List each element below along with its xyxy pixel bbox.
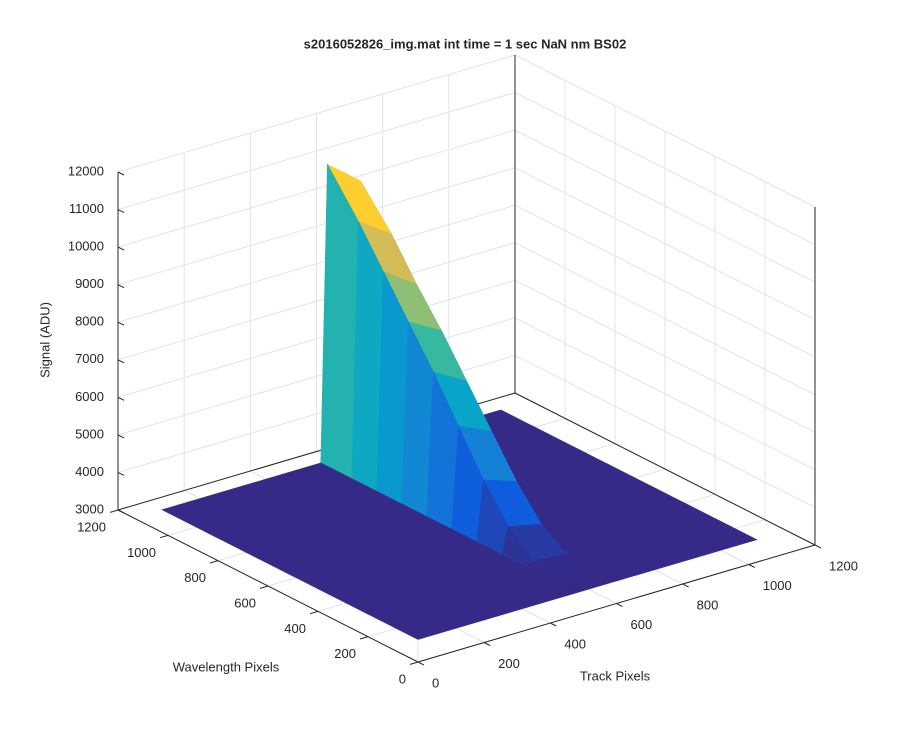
grid-line [117, 317, 516, 436]
x-tick [682, 583, 689, 588]
surface-cell [392, 579, 578, 640]
z-tick-label: 11000 [69, 201, 104, 216]
grid-line [117, 204, 516, 323]
z-tick [117, 284, 125, 289]
z-tick [117, 246, 125, 251]
grid-line [117, 54, 516, 173]
x-axis-label: Track Pixels [580, 668, 651, 683]
grid-line [514, 92, 816, 246]
grid-line [117, 129, 516, 248]
z-tick [117, 471, 125, 476]
z-tick-label: 7000 [75, 351, 104, 366]
x-tick [417, 661, 425, 666]
y-tick-label: 1200 [77, 519, 106, 534]
y-tick [159, 534, 169, 539]
z-tick-label: 8000 [75, 314, 104, 329]
x-tick-label: 1000 [763, 578, 792, 593]
chart-title: s2016052826_img.mat int time = 1 sec NaN… [304, 36, 627, 51]
y-tick-label: 1000 [127, 545, 156, 560]
grid-line [514, 317, 816, 471]
x-tick [814, 544, 822, 549]
z-tick [117, 321, 125, 326]
grid-line [514, 279, 816, 433]
grid-line [514, 54, 816, 208]
y-tick-label: 200 [334, 646, 356, 661]
z-tick [117, 396, 125, 401]
z-tick-label: 12000 [68, 163, 104, 178]
z-tick [117, 434, 125, 439]
x-tick [616, 603, 623, 607]
z-tick-label: 10000 [68, 239, 104, 254]
grid-line [117, 279, 516, 398]
z-tick-label: 9000 [75, 276, 104, 291]
z-tick [117, 359, 125, 364]
z-tick-label: 6000 [75, 389, 104, 404]
y-tick [209, 560, 219, 564]
x-tick-label: 800 [697, 597, 719, 612]
grid-line [117, 167, 516, 286]
grid-line [514, 129, 816, 283]
y-tick [109, 509, 119, 513]
z-tick-label: 3000 [75, 501, 104, 516]
z-tick-label: 5000 [75, 426, 104, 441]
y-tick [259, 585, 269, 589]
x-tick-label: 0 [432, 675, 439, 690]
x-tick-label: 1200 [829, 558, 858, 573]
z-tick [117, 171, 125, 176]
x-tick-label: 600 [631, 617, 653, 632]
grid-line [117, 92, 516, 211]
grid-line [514, 242, 816, 396]
z-tick [117, 209, 125, 214]
x-tick-label: 400 [564, 636, 586, 651]
grid-line [514, 167, 816, 321]
y-tick [309, 610, 319, 615]
z-tick [117, 509, 125, 514]
x-tick [748, 564, 756, 568]
x-tick [550, 622, 557, 627]
axis-line [514, 392, 816, 546]
y-tick [359, 636, 369, 640]
y-tick-label: 600 [234, 595, 256, 610]
z-tick-label: 4000 [75, 464, 104, 479]
z-axis-label: Signal (ADU) [37, 302, 52, 378]
grid-line [117, 242, 516, 361]
y-tick [409, 661, 419, 665]
x-tick-label: 200 [498, 656, 520, 671]
y-tick-label: 0 [399, 671, 406, 686]
x-tick [483, 642, 491, 646]
grid-line [514, 204, 816, 358]
y-tick-label: 400 [284, 621, 306, 636]
grid-line [514, 354, 816, 508]
y-tick-label: 800 [184, 570, 206, 585]
y-axis-label: Wavelength Pixels [173, 659, 280, 674]
